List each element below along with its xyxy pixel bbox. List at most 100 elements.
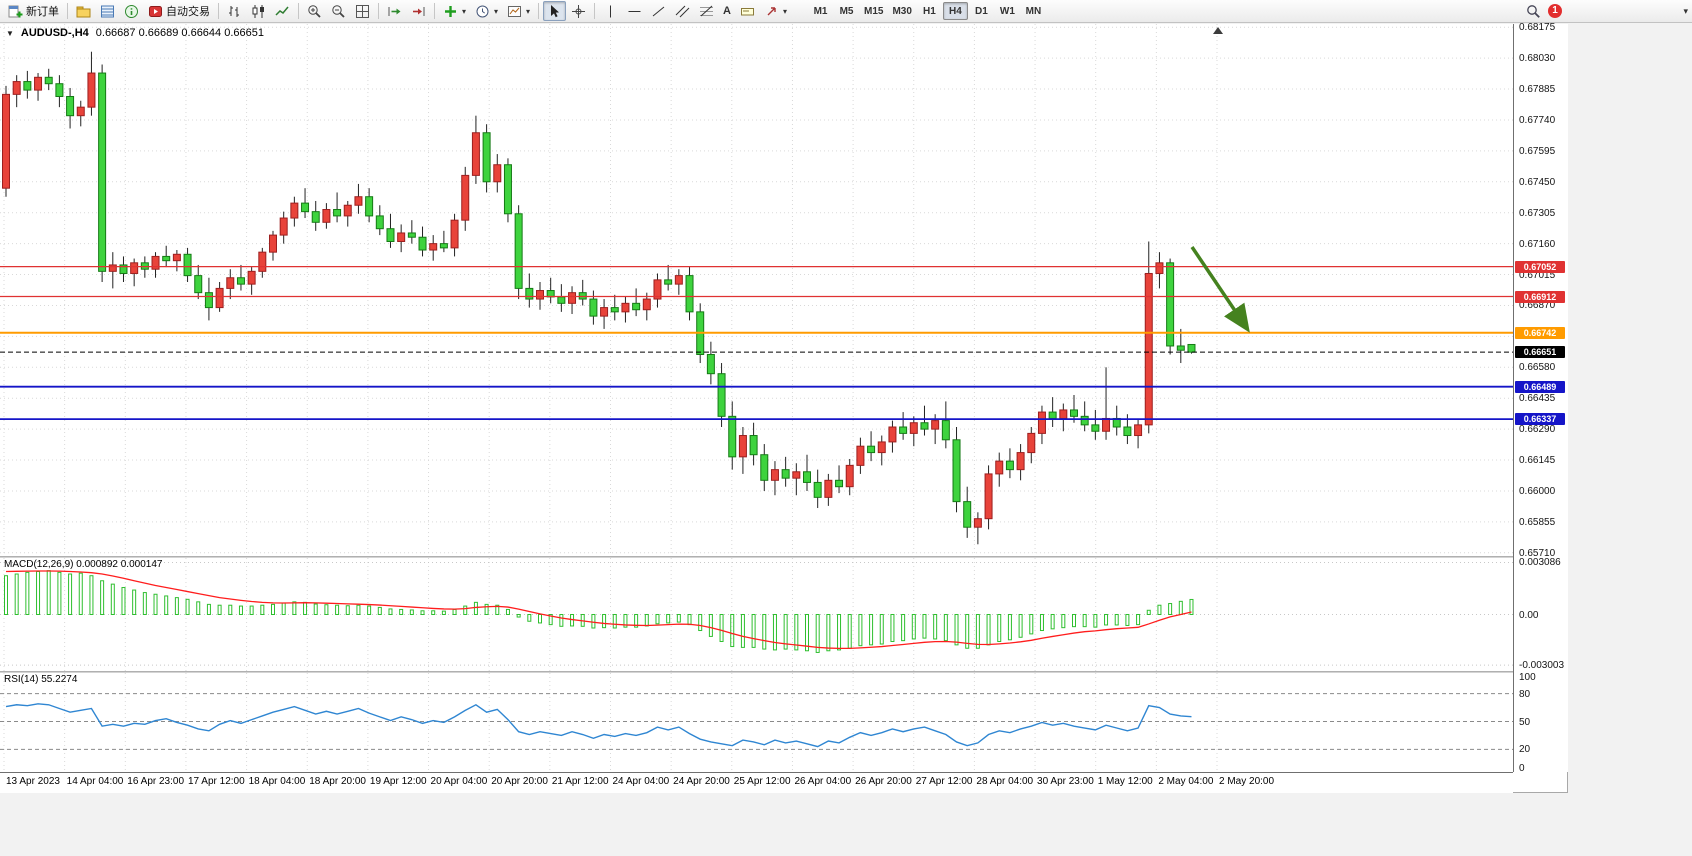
- text-tool-button[interactable]: A: [719, 1, 735, 21]
- auto-scroll-button[interactable]: [383, 1, 406, 21]
- bar-chart-mode-button[interactable]: [223, 1, 246, 21]
- chevron-down-icon: ▾: [462, 6, 467, 16]
- vertical-line-icon: [610, 5, 612, 17]
- toolbar-overflow-chevron[interactable]: ▾: [1683, 6, 1688, 16]
- tile-windows-button[interactable]: [351, 1, 374, 21]
- trendline-tool-button[interactable]: [647, 1, 670, 21]
- candlestick-mode-button[interactable]: [247, 1, 270, 21]
- new-order-button[interactable]: 新订单: [4, 1, 63, 21]
- main-toolbar: 新订单 自动交易: [0, 0, 1692, 23]
- profiles-button[interactable]: [72, 1, 95, 21]
- market-watch-icon: [101, 5, 114, 17]
- chevron-down-icon: ▾: [494, 6, 499, 16]
- zoom-out-button[interactable]: [327, 1, 350, 21]
- macd-signal-line: [5, 570, 1192, 650]
- price-axis-label: 0.66000: [1519, 485, 1556, 497]
- price-axis-label: 0.67160: [1519, 238, 1556, 250]
- separator: [378, 3, 379, 19]
- timeframe-m5-button[interactable]: M5: [834, 2, 859, 20]
- time-axis-label: 1 May 12:00: [1097, 776, 1153, 787]
- timeframe-w1-button[interactable]: W1: [995, 2, 1020, 20]
- macd-axis-label: 0.003086: [1519, 557, 1561, 569]
- notification-badge[interactable]: 1: [1548, 4, 1562, 18]
- window-menu-icon[interactable]: ▼: [6, 28, 14, 38]
- time-axis-label: 18 Apr 04:00: [248, 776, 306, 787]
- data-window-icon: [125, 4, 138, 18]
- text-tool-icon: A: [723, 5, 731, 17]
- panel-separator[interactable]: [0, 556, 1567, 558]
- rsi-axis-label: 100: [1519, 672, 1536, 683]
- time-axis-label: 25 Apr 12:00: [733, 776, 791, 787]
- tile-windows-icon: [356, 4, 369, 18]
- chart-shift-icon: [413, 6, 425, 16]
- zoom-in-button[interactable]: [303, 1, 326, 21]
- cursor-tool-button[interactable]: [543, 1, 567, 21]
- timeframe-h4-button[interactable]: H4: [942, 2, 968, 20]
- macd-panel[interactable]: MACD(12,26,9) 0.000892 0.000147: [0, 558, 1513, 671]
- vertical-line-tool-button[interactable]: [599, 1, 622, 21]
- timeframe-h1-button[interactable]: H1: [917, 2, 942, 20]
- time-axis-label: 16 Apr 23:00: [127, 776, 185, 787]
- chart-shift-button[interactable]: [407, 1, 430, 21]
- arrows-tool-button[interactable]: ▾: [760, 1, 791, 21]
- candlesticks[interactable]: [2, 51, 1196, 545]
- main-chart[interactable]: ▼ AUDUSD-,H4 0.66687 0.66689 0.66644 0.6…: [0, 24, 1513, 556]
- separator: [298, 3, 299, 19]
- timeframe-m30-button[interactable]: M30: [888, 2, 915, 20]
- annotation-arrow[interactable]: [1190, 246, 1250, 333]
- chevron-down-icon: ▾: [783, 6, 788, 16]
- line-chart-mode-button[interactable]: [271, 1, 294, 21]
- price-axis[interactable]: 0.65710 0.65855 0.66000 0.66145 0.66290 0.664…: [1513, 22, 1568, 774]
- market-watch-button[interactable]: [96, 1, 119, 21]
- indicators-button[interactable]: ▾: [439, 1, 470, 21]
- price-tag: 0.66337: [1515, 413, 1565, 426]
- template-icon: [508, 5, 522, 17]
- periods-button[interactable]: ▾: [471, 1, 502, 21]
- channel-tool-button[interactable]: [671, 1, 694, 21]
- price-axis-label: 0.67015: [1519, 269, 1556, 281]
- autotrading-label: 自动交易: [166, 6, 210, 18]
- templates-button[interactable]: ▾: [503, 1, 534, 21]
- autotrading-button[interactable]: 自动交易: [144, 1, 214, 21]
- timeframe-mn-button[interactable]: MN: [1021, 2, 1046, 20]
- timeframe-m1-button[interactable]: M1: [808, 2, 833, 20]
- price-axis-label: 0.66870: [1519, 300, 1556, 312]
- panel-separator[interactable]: [0, 671, 1567, 673]
- text-label-icon: [741, 7, 754, 15]
- time-axis-label: 20 Apr 20:00: [491, 776, 548, 787]
- price-tag: 0.66912: [1515, 290, 1565, 303]
- chart-shift-marker[interactable]: [1213, 27, 1223, 34]
- timeframe-group: M1 M5 M15 M30 H1 H4 D1 W1 MN: [808, 2, 1046, 20]
- time-axis-label: 30 Apr 23:00: [1037, 776, 1094, 787]
- price-tag: 0.66489: [1515, 380, 1565, 393]
- separator: [434, 3, 435, 19]
- data-window-button[interactable]: [120, 1, 143, 21]
- text-label-tool-button[interactable]: [736, 1, 759, 21]
- time-axis-label: 26 Apr 04:00: [794, 776, 852, 787]
- fibonacci-tool-button[interactable]: [695, 1, 718, 21]
- price-tag: 0.67052: [1515, 260, 1565, 273]
- rsi-axis-label: 20: [1519, 744, 1531, 756]
- time-axis-label: 24 Apr 20:00: [673, 776, 730, 787]
- new-order-icon: [8, 5, 23, 17]
- time-axis-label: 20 Apr 04:00: [430, 776, 488, 787]
- timeframe-d1-button[interactable]: D1: [969, 2, 994, 20]
- search-icon[interactable]: [1526, 4, 1541, 19]
- profiles-icon: [76, 6, 91, 17]
- price-axis-label: 0.67305: [1519, 207, 1556, 219]
- bar-chart-icon: [229, 5, 239, 17]
- horizontal-line-tool-button[interactable]: [623, 1, 646, 21]
- rsi-panel[interactable]: RSI(14) 55.2274: [0, 673, 1513, 770]
- price-axis-label: 0.66145: [1519, 455, 1556, 467]
- chart-header: ▼ AUDUSD-,H4 0.66687 0.66689 0.66644 0.6…: [6, 27, 264, 39]
- price-axis-label: 0.67740: [1519, 114, 1556, 126]
- time-axis-label: 27 Apr 12:00: [915, 776, 973, 787]
- chart-window: ▼ AUDUSD-,H4 0.66687 0.66689 0.66644 0.6…: [0, 22, 1568, 793]
- time-axis-label: 2 May 20:00: [1219, 776, 1275, 787]
- crosshair-tool-button[interactable]: [567, 1, 590, 21]
- cursor-icon: [551, 4, 560, 17]
- time-axis[interactable]: 13 Apr 2023 14 Apr 04:00 16 Apr 23:00 17 Ap…: [0, 772, 1513, 793]
- time-axis-label: 21 Apr 12:00: [551, 776, 609, 787]
- timeframe-m15-button[interactable]: M15: [860, 2, 887, 20]
